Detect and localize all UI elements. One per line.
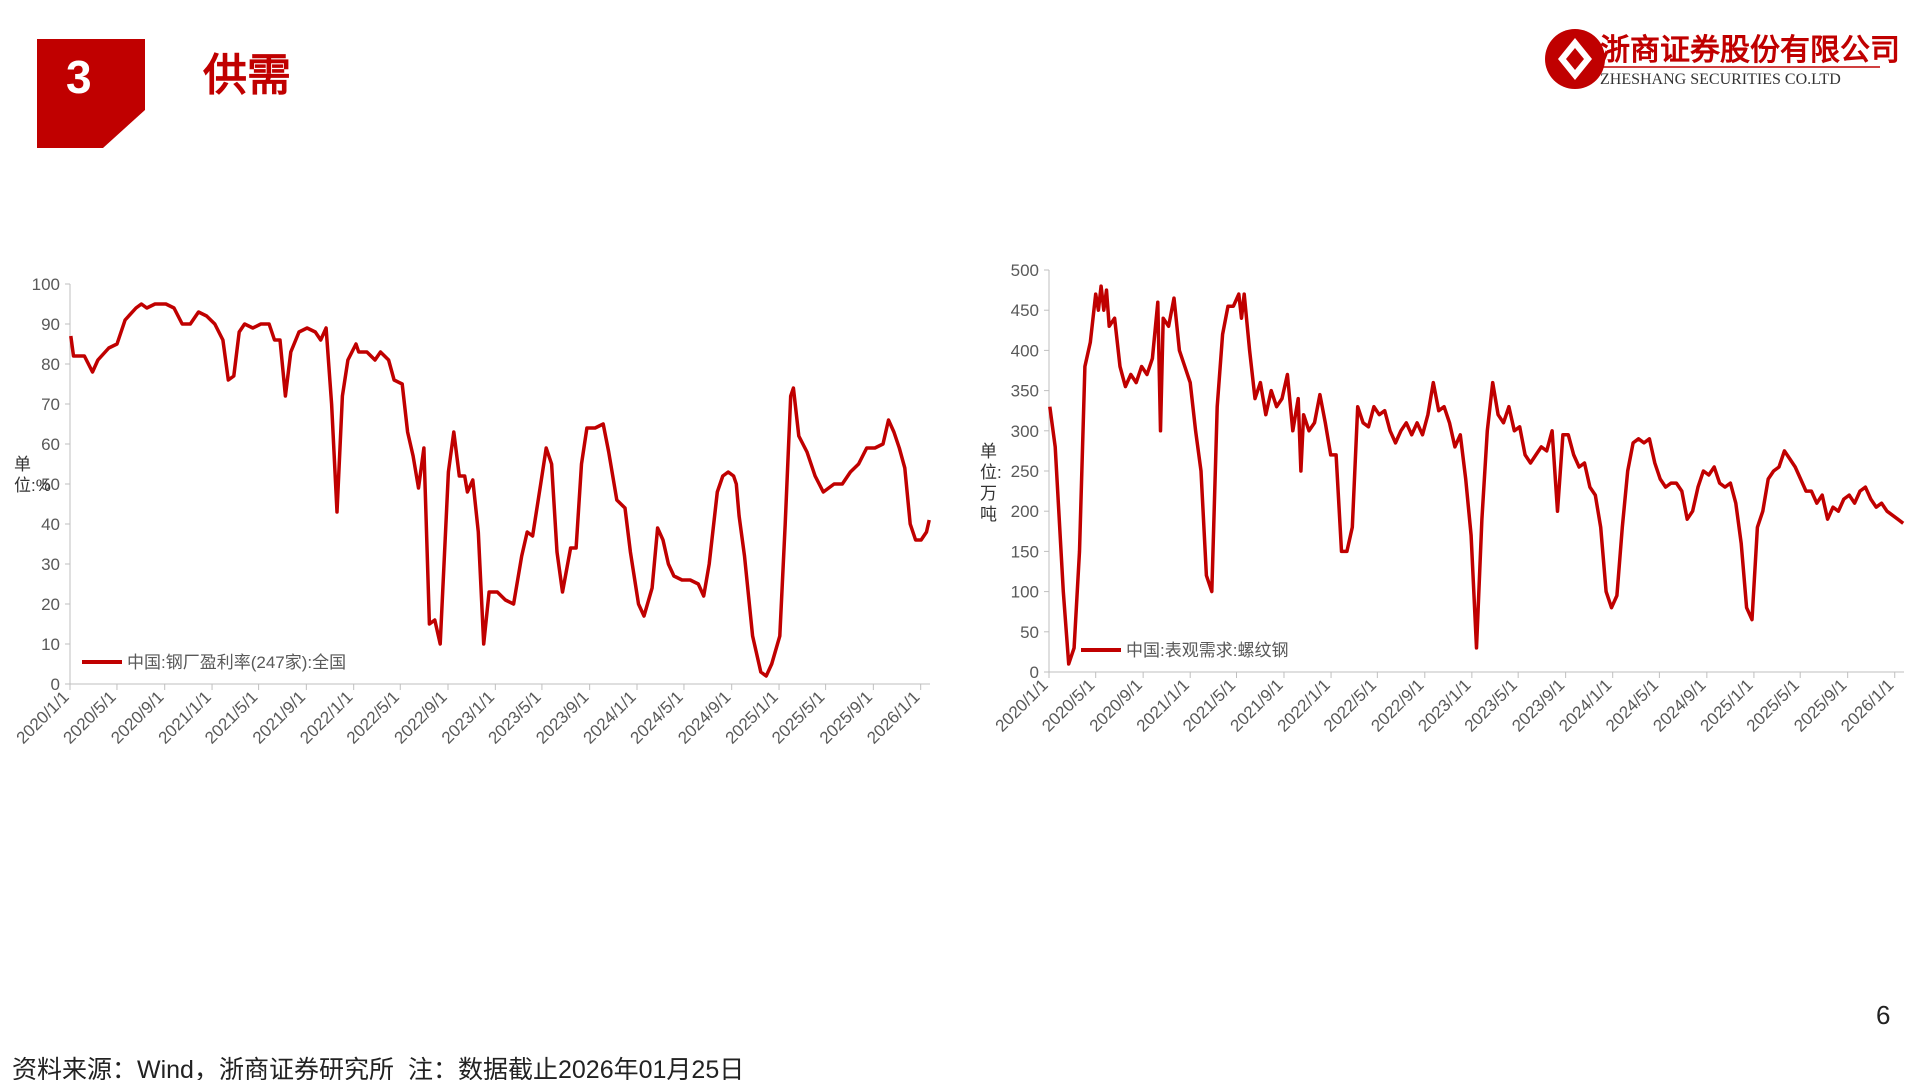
data-note: 注：数据截止2026年01月25日: [408, 1056, 744, 1080]
y-tick-label: 0: [51, 675, 60, 694]
section-title: 供需: [203, 51, 291, 100]
y-axis-label: 单位:%: [14, 455, 51, 495]
y-tick-label: 350: [1011, 382, 1039, 401]
y-tick-label: 300: [1011, 422, 1039, 441]
y-tick-label: 500: [1011, 261, 1039, 280]
logo-subtext: ZHESHANG SECURITIES CO.LTD: [1600, 71, 1841, 88]
section-number: 3: [66, 51, 92, 103]
data-line: [69, 302, 931, 678]
y-tick-label: 70: [41, 395, 60, 414]
y-tick-label: 60: [41, 435, 60, 454]
source-note: 资料来源：Wind，浙商证券研究所: [12, 1056, 394, 1080]
legend-label: 中国:钢厂盈利率(247家):全国: [127, 653, 346, 672]
y-tick-label: 250: [1011, 462, 1039, 481]
y-tick-label: 90: [41, 315, 60, 334]
x-tick-label: 2026/1/1: [863, 687, 923, 747]
y-axis-label: 单位:万吨: [980, 442, 1002, 524]
y-tick-label: 50: [41, 475, 60, 494]
y-tick-label: 450: [1011, 301, 1039, 320]
y-tick-label: 20: [41, 595, 60, 614]
logo-text: 浙商证券股份有限公司: [1600, 34, 1900, 67]
logo-icon-mark: [1566, 48, 1584, 70]
y-tick-label: 40: [41, 515, 60, 534]
y-tick-label: 10: [41, 635, 60, 654]
y-tick-label: 80: [41, 355, 60, 374]
section-badge: [37, 39, 145, 148]
y-tick-label: 100: [32, 275, 60, 294]
y-tick-label: 30: [41, 555, 60, 574]
x-tick-label: 2026/1/1: [1837, 675, 1897, 735]
y-tick-label: 400: [1011, 341, 1039, 360]
legend-label: 中国:表观需求:螺纹钢: [1126, 641, 1288, 660]
y-tick-label: 200: [1011, 502, 1039, 521]
page-number: 6: [1876, 1000, 1890, 1030]
y-tick-label: 50: [1020, 623, 1039, 642]
y-tick-label: 100: [1011, 583, 1039, 602]
data-line: [1048, 284, 1905, 666]
y-tick-label: 0: [1030, 663, 1039, 682]
y-tick-label: 150: [1011, 542, 1039, 561]
